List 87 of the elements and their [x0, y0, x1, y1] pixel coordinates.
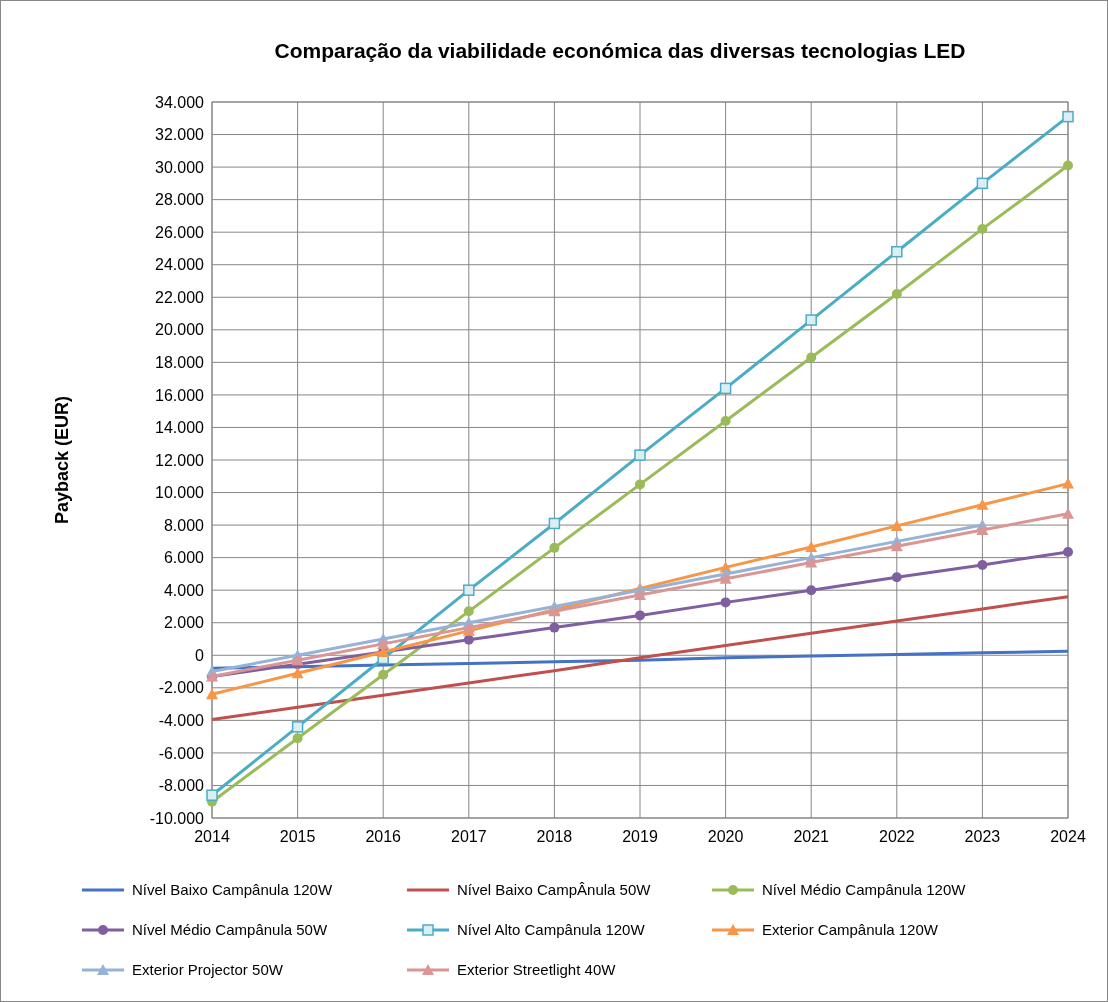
point [1063, 546, 1073, 557]
x-tick-label: 2019 [622, 828, 658, 845]
y-axis-title: Payback (EUR) [52, 395, 72, 525]
y-tick-label: 16.000 [155, 386, 205, 404]
point [891, 289, 902, 300]
point [720, 415, 731, 426]
y-tick-label: 12.000 [155, 451, 205, 469]
x-tick-label: 2024 [1050, 828, 1086, 845]
point [976, 523, 989, 535]
y-tick-label: 8.000 [163, 516, 205, 534]
point [292, 733, 303, 744]
point [463, 584, 475, 596]
point [463, 634, 474, 645]
legend-label: Nível Alto Campânula 120W [457, 921, 646, 939]
legend-label: Exterior Streetlight 40W [457, 961, 617, 979]
y-tick-label: -2.000 [158, 679, 205, 697]
point [719, 382, 732, 395]
point [206, 789, 218, 801]
point [976, 498, 989, 510]
point [378, 669, 389, 680]
y-tick-label: -10.000 [149, 809, 205, 827]
x-tick-label: 2022 [879, 828, 915, 845]
point [977, 559, 988, 570]
point [206, 688, 218, 700]
point [805, 556, 818, 568]
point [890, 540, 903, 552]
point [549, 622, 560, 633]
legend-label: Nível Médio Campânula 50W [132, 921, 328, 939]
x-tick-label: 2015 [279, 828, 316, 845]
x-tick-label: 2014 [194, 828, 230, 845]
y-tick-label: 14.000 [155, 419, 205, 437]
y-tick-label: 18.000 [155, 353, 205, 371]
point [805, 541, 818, 553]
y-tick-label: 34.000 [155, 93, 205, 111]
line-series [210, 595, 1070, 722]
point [890, 519, 903, 531]
x-tick-label: 2017 [451, 828, 487, 845]
legend-label: Nível Médio Campânula 120W [762, 881, 967, 899]
legend-label: Exterior Campânula 120W [762, 921, 939, 939]
point [1062, 477, 1074, 489]
x-tick-label: 2018 [536, 828, 573, 845]
y-tick-label: 20.000 [155, 321, 205, 339]
x-tick-label: 2021 [793, 828, 830, 845]
point [634, 589, 646, 601]
y-tick-label: -6.000 [158, 744, 205, 762]
point [291, 721, 304, 733]
point [891, 245, 903, 258]
y-tick-label: 2.000 [163, 614, 205, 632]
point [891, 572, 902, 583]
point [976, 177, 989, 190]
point [805, 314, 817, 326]
y-tick-label: 28.000 [155, 191, 205, 209]
point [1063, 160, 1073, 171]
y-tick-label: 0 [195, 646, 205, 664]
chart-title: Comparação da viabilidade económica das diversas tecnologias LED [274, 39, 966, 62]
y-tick-label: 4.000 [163, 581, 205, 599]
point [1062, 507, 1074, 519]
y-tick-label: 26.000 [155, 223, 205, 241]
point [291, 654, 304, 666]
point [634, 449, 646, 461]
y-tick-label: 24.000 [155, 256, 205, 274]
x-tick-label: 2016 [365, 828, 402, 845]
point [1062, 110, 1074, 123]
y-tick-label: 30.000 [155, 158, 205, 176]
y-tick-label: 22.000 [155, 288, 205, 306]
point [635, 479, 645, 490]
point [719, 572, 732, 584]
legend-label: Nível Baixo CampÂnula 50W [457, 881, 652, 899]
point [548, 517, 561, 530]
point [977, 223, 988, 234]
point [463, 606, 474, 617]
point [720, 597, 731, 608]
point [806, 352, 817, 363]
y-tick-label: -8.000 [158, 777, 205, 795]
point [549, 542, 560, 553]
y-tick-label: 10.000 [155, 484, 205, 502]
point [806, 585, 817, 596]
y-tick-label: -4.000 [158, 711, 205, 729]
legend-label: Exterior Projector 50W [132, 961, 284, 979]
legend-label: Nível Baixo Campânula 120W [132, 881, 333, 899]
y-tick-label: 32.000 [155, 126, 205, 144]
x-tick-label: 2023 [964, 828, 1001, 845]
y-tick-label: 6.000 [163, 549, 205, 567]
x-tick-label: 2020 [707, 828, 744, 845]
point [635, 610, 645, 621]
point [377, 637, 390, 649]
point [291, 667, 304, 679]
